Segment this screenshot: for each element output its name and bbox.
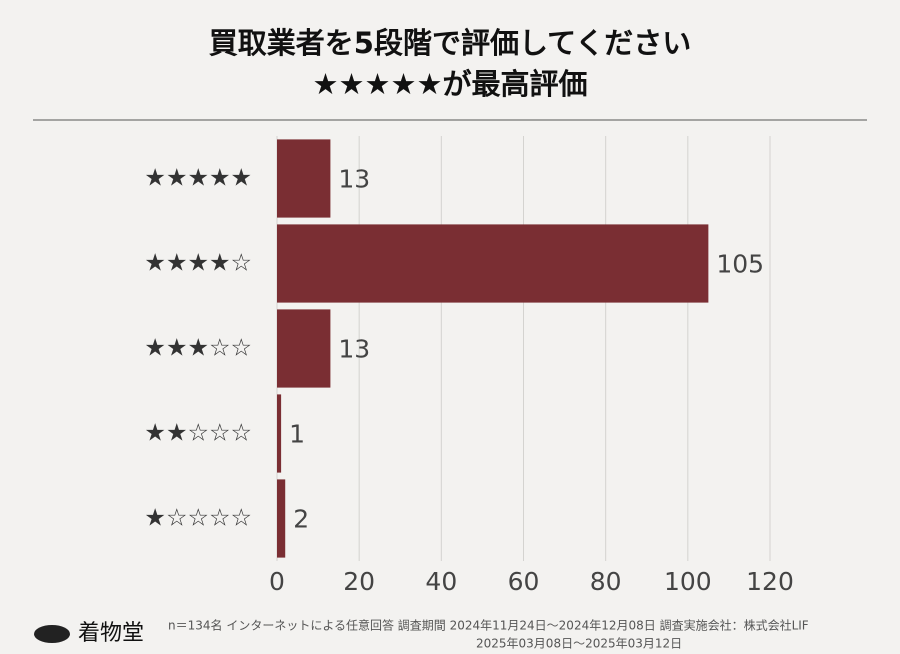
- y-tick-label: ★★★★☆: [144, 249, 252, 277]
- bar: [277, 394, 282, 473]
- logo: 着物堂: [34, 621, 144, 646]
- logo-icon: [34, 625, 70, 643]
- x-tick-label: 120: [746, 567, 794, 596]
- value-label: 105: [716, 250, 764, 279]
- y-tick-label: ★★★★★: [144, 164, 252, 192]
- bar: [277, 309, 331, 388]
- bar: [277, 224, 709, 303]
- x-tick-label: 100: [664, 567, 712, 596]
- x-tick-label: 60: [508, 567, 540, 596]
- bar: [277, 139, 331, 218]
- value-label: 13: [338, 335, 370, 364]
- value-label: 2: [293, 505, 309, 534]
- x-tick-label: 0: [269, 567, 285, 596]
- bar: [277, 479, 286, 558]
- y-tick-label: ★★★☆☆: [144, 334, 252, 362]
- x-tick-label: 80: [590, 567, 622, 596]
- chart-subtitle: ★★★★★が最高評価: [313, 67, 588, 101]
- logo-text: 着物堂: [78, 621, 144, 646]
- x-tick-label: 20: [343, 567, 375, 596]
- footnote: n＝134名 インターネットによる任意回答 調査期間 2024年11月24日〜2…: [168, 618, 809, 633]
- chart-title: 買取業者を5段階で評価してください: [209, 26, 691, 60]
- value-label: 1: [289, 420, 305, 449]
- y-tick-label: ★☆☆☆☆: [144, 504, 252, 532]
- value-label: 13: [338, 165, 370, 194]
- footnote: 2025年03月08日〜2025年03月12日: [476, 637, 682, 651]
- x-tick-label: 40: [425, 567, 457, 596]
- y-tick-label: ★★☆☆☆: [144, 419, 252, 447]
